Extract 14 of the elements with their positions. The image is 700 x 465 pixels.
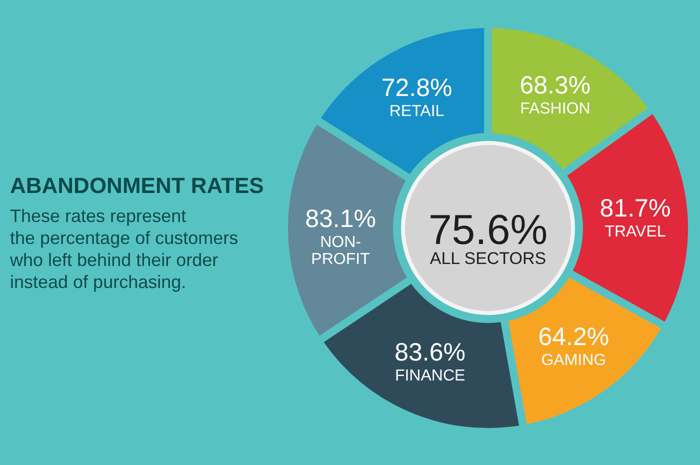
slice-label: RETAIL	[389, 102, 444, 120]
data-label: 81.7%	[600, 194, 671, 222]
data-label: 64.2%	[538, 323, 610, 352]
data-label: 72.8%	[381, 74, 452, 102]
slice-label: GAMING	[541, 352, 606, 370]
text: These rates represent the percentage of customers who left behind their order instead of purchasing.	[9, 206, 238, 292]
slice-label: NON-PROFIT	[311, 234, 370, 268]
slice-label: TRAVEL	[604, 223, 666, 240]
data-label: 83.6%	[394, 338, 466, 367]
data-label: 68.3%	[520, 72, 591, 100]
data-label: 83.1%	[305, 204, 376, 233]
text: ABANDONMENT RATES	[10, 173, 264, 198]
slice-label: FINANCE	[394, 368, 466, 385]
slice-label: FASHION	[520, 100, 590, 118]
